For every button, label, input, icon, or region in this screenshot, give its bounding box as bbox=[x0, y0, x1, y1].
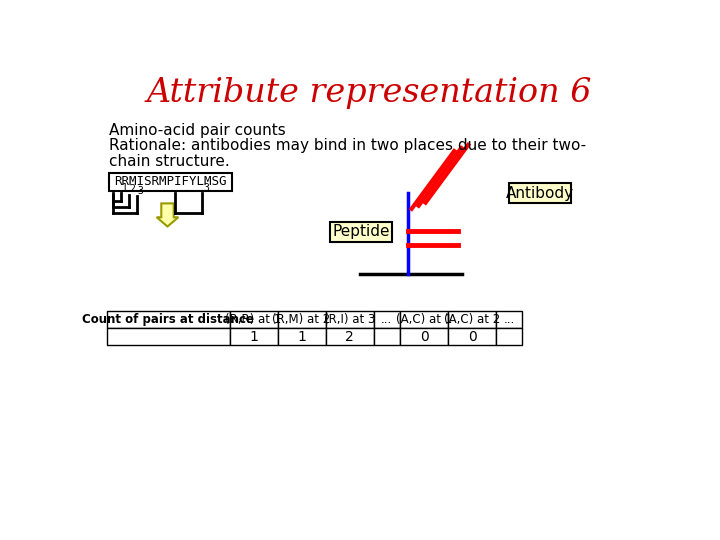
Bar bbox=[107, 311, 230, 328]
Bar bbox=[400, 311, 448, 328]
Bar bbox=[508, 184, 570, 204]
Bar bbox=[448, 328, 496, 345]
Text: (R,I) at 3: (R,I) at 3 bbox=[324, 313, 375, 326]
Bar bbox=[496, 328, 523, 345]
Bar bbox=[448, 311, 496, 328]
Text: 1: 1 bbox=[249, 329, 258, 343]
Text: Count of pairs at distance: Count of pairs at distance bbox=[82, 313, 254, 326]
Text: Antibody: Antibody bbox=[505, 186, 574, 201]
Bar bbox=[107, 328, 230, 345]
Bar bbox=[374, 328, 400, 345]
Bar bbox=[230, 328, 277, 345]
Text: ...: ... bbox=[381, 313, 392, 326]
Bar bbox=[277, 311, 325, 328]
Text: (R,R) at 1: (R,R) at 1 bbox=[225, 313, 282, 326]
Text: 3: 3 bbox=[138, 186, 143, 195]
Text: Rationale: antibodies may bind in two places due to their two-: Rationale: antibodies may bind in two pl… bbox=[109, 138, 587, 153]
Text: Attribute representation 6: Attribute representation 6 bbox=[146, 77, 592, 109]
Text: 1: 1 bbox=[297, 329, 306, 343]
Text: Amino-acid pair counts: Amino-acid pair counts bbox=[109, 123, 286, 138]
Bar bbox=[496, 311, 523, 328]
Bar bbox=[325, 311, 374, 328]
Text: (A,C) at 1: (A,C) at 1 bbox=[396, 313, 452, 326]
Text: 2: 2 bbox=[346, 329, 354, 343]
Text: 0: 0 bbox=[468, 329, 477, 343]
Bar bbox=[374, 311, 400, 328]
Text: ...: ... bbox=[504, 313, 515, 326]
FancyArrow shape bbox=[157, 204, 179, 226]
Bar bbox=[277, 328, 325, 345]
Text: (A,C) at 2: (A,C) at 2 bbox=[444, 313, 500, 326]
Text: (R,M) at 2: (R,M) at 2 bbox=[272, 313, 330, 326]
Bar bbox=[325, 328, 374, 345]
Bar bbox=[109, 173, 232, 191]
Text: 3: 3 bbox=[203, 183, 209, 193]
Text: 1: 1 bbox=[122, 183, 127, 193]
Text: Peptide: Peptide bbox=[333, 225, 390, 239]
Text: RRMISRMPIFYLMSG: RRMISRMPIFYLMSG bbox=[114, 176, 227, 188]
Text: 2: 2 bbox=[130, 184, 135, 194]
Bar bbox=[230, 311, 277, 328]
Bar bbox=[400, 328, 448, 345]
Text: 0: 0 bbox=[420, 329, 428, 343]
Bar bbox=[330, 222, 392, 242]
Text: chain structure.: chain structure. bbox=[109, 153, 230, 168]
